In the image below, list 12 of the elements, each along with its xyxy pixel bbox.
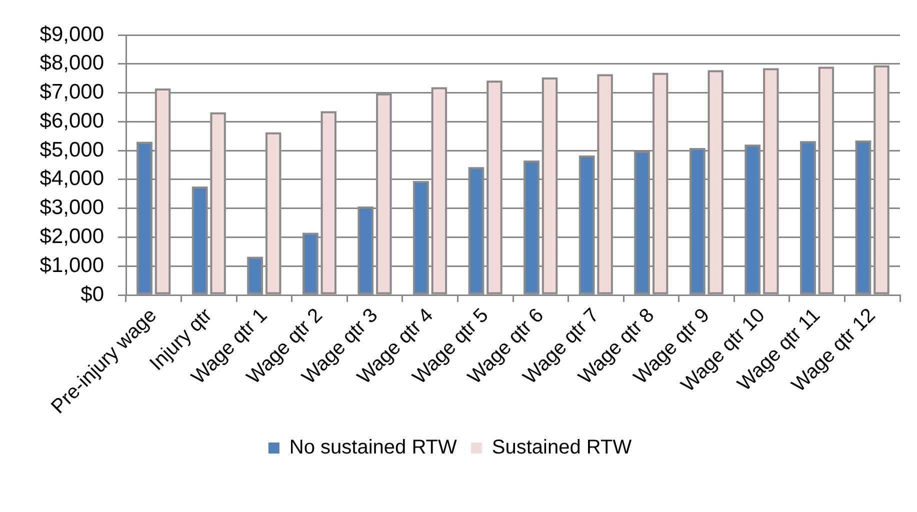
y-tick-label: $2,000: [40, 225, 104, 248]
y-tick-label: $6,000: [40, 109, 104, 132]
y-tick-label: $4,000: [40, 167, 104, 190]
legend-label: No sustained RTW: [289, 436, 458, 459]
legend-label: Sustained RTW: [492, 436, 632, 459]
y-tick-label: $5,000: [40, 138, 104, 162]
y-tick-label: $8,000: [40, 52, 104, 75]
y-tick-label: $1,000: [40, 254, 104, 277]
y-tick-label: $0: [80, 282, 104, 306]
y-tick-label: $3,000: [40, 196, 104, 220]
y-tick-label: $9,000: [40, 22, 104, 46]
y-tick-label: $7,000: [40, 80, 104, 104]
